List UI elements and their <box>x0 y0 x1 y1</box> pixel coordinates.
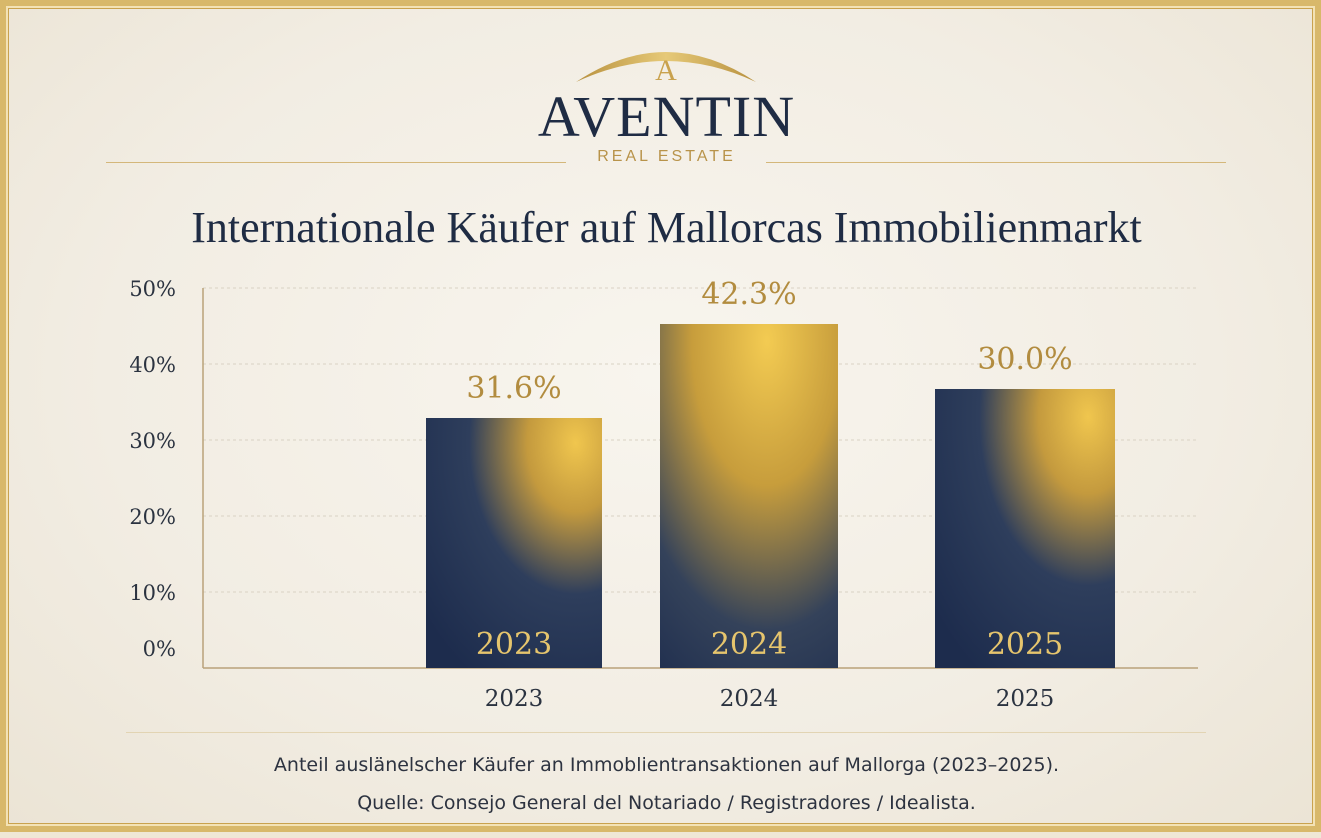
roof-arc-icon: A <box>576 52 756 86</box>
y-tick-label: 40% <box>129 353 176 377</box>
caption-divider <box>126 732 1206 733</box>
bar-chart: 0% 10% 20% 30% 40% 50% 31.6% 2023 2023 42.3% 2024… <box>129 277 1198 712</box>
value-label: 42.3% <box>701 277 796 312</box>
logo-divider-left <box>106 162 566 163</box>
value-label: 30.0% <box>977 342 1072 377</box>
x-tick-label: 2024 <box>720 686 779 712</box>
bar-2024 <box>660 324 838 668</box>
brand-logo: A AVENTIN REAL ESTATE <box>6 36 1321 176</box>
chart-title: Internationale Käufer auf Mallorcas Immo… <box>191 203 1142 252</box>
y-tick-label: 50% <box>129 277 176 301</box>
y-tick-label: 30% <box>129 429 176 453</box>
y-tick-label: 0% <box>143 637 176 661</box>
logo-divider-right <box>766 162 1226 163</box>
value-label: 31.6% <box>466 371 561 406</box>
bar-2025 <box>935 389 1115 668</box>
chart-source: Quelle: Consejo General del Notariado / … <box>357 792 976 814</box>
bar-inner-label: 2025 <box>987 627 1063 662</box>
brand-tagline: REAL ESTATE <box>597 148 736 165</box>
svg-text:A: A <box>655 54 677 86</box>
brand-name: AVENTIN <box>537 84 796 149</box>
y-tick-label: 20% <box>129 505 176 529</box>
x-tick-label: 2025 <box>996 686 1055 712</box>
bar-inner-label: 2023 <box>476 627 552 662</box>
bar-inner-label: 2024 <box>711 627 787 662</box>
chart-caption: Anteil auslänelscher Käufer an Immoblien… <box>273 754 1060 776</box>
bar-2023 <box>426 418 602 668</box>
y-tick-label: 10% <box>129 581 176 605</box>
x-tick-label: 2023 <box>485 686 544 712</box>
